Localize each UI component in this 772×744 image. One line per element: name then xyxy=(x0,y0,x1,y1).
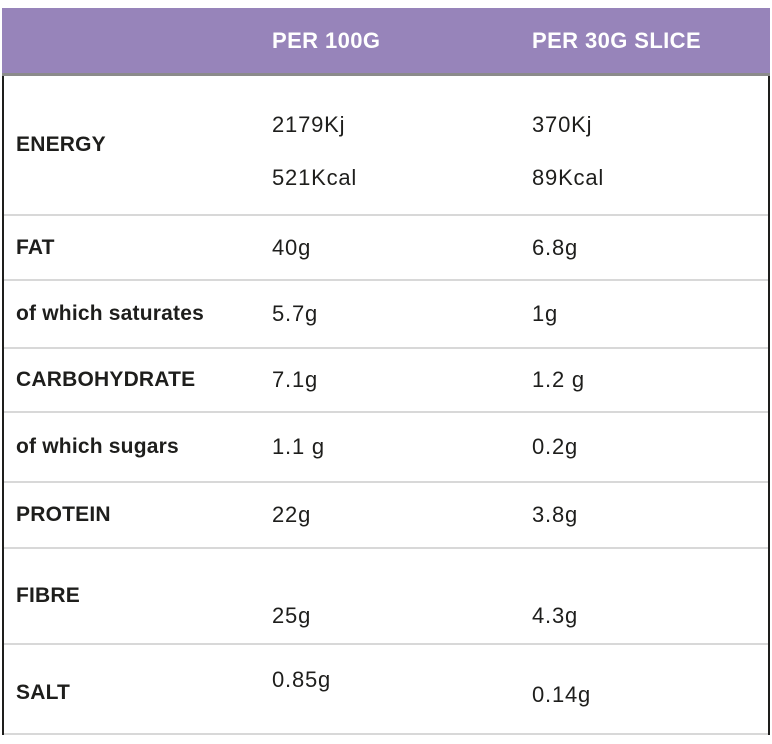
table-body: ENERGY 2179Kj 521Kcal 370Kj 89Kcal FAT 4… xyxy=(2,76,770,735)
fibre-per-100g: 25g xyxy=(272,603,312,628)
sugars-per-100g: 1.1 g xyxy=(272,434,325,459)
row-label-sugars: of which sugars xyxy=(16,435,179,458)
row-label-energy: ENERGY xyxy=(16,133,106,156)
row-label-salt: SALT xyxy=(16,681,71,704)
table-row-energy: ENERGY 2179Kj 521Kcal 370Kj 89Kcal xyxy=(4,76,768,216)
fat-per-30g: 6.8g xyxy=(532,234,579,260)
carbohydrate-per-30g: 1.2 g xyxy=(532,367,585,392)
energy-per-30g-kcal: 89Kcal xyxy=(532,164,605,190)
table-row-carbohydrate: CARBOHYDRATE 7.1g 1.2 g xyxy=(4,349,768,413)
table-header-row: PER 100G PER 30G SLICE xyxy=(2,8,770,76)
energy-per-100g-stack: 2179Kj 521Kcal xyxy=(272,112,532,191)
header-cell-per-100g: PER 100G xyxy=(272,27,381,53)
header-cell-per-30g-slice: PER 30G SLICE xyxy=(532,27,702,53)
energy-per-100g-kj: 2179Kj xyxy=(272,111,346,137)
table-row-protein: PROTEIN 22g 3.8g xyxy=(4,483,768,549)
energy-per-30g: 370Kj 89Kcal xyxy=(532,106,768,190)
table-row-fat: FAT 40g 6.8g xyxy=(4,216,768,281)
row-label-saturates: of which saturates xyxy=(16,302,204,325)
saturates-per-100g: 5.7g xyxy=(272,301,319,326)
fat-per-100g: 40g xyxy=(272,234,312,260)
row-label-carbohydrate: CARBOHYDRATE xyxy=(16,368,196,391)
table-row-sugars: of which sugars 1.1 g 0.2g xyxy=(4,413,768,483)
salt-per-30g: 0.14g xyxy=(532,682,592,707)
nutrition-table: PER 100G PER 30G SLICE ENERGY 2179Kj 521… xyxy=(2,8,770,735)
saturates-per-30g: 1g xyxy=(532,301,559,326)
protein-per-30g: 3.8g xyxy=(532,502,579,527)
energy-per-100g-kcal: 521Kcal xyxy=(272,164,358,190)
energy-per-30g-kj: 370Kj xyxy=(532,111,593,137)
carbohydrate-per-100g: 7.1g xyxy=(272,367,319,392)
energy-per-100g: 2179Kj 521Kcal xyxy=(272,106,532,190)
table-row-salt: SALT 0.85g 0.14g xyxy=(4,645,768,735)
row-label-fibre: FIBRE xyxy=(16,584,80,607)
row-label-protein: PROTEIN xyxy=(16,503,111,526)
fibre-per-30g: 4.3g xyxy=(532,603,579,628)
energy-per-30g-stack: 370Kj 89Kcal xyxy=(532,112,768,191)
table-row-saturates: of which saturates 5.7g 1g xyxy=(4,281,768,349)
row-label-fat: FAT xyxy=(16,235,55,259)
protein-per-100g: 22g xyxy=(272,502,312,527)
sugars-per-30g: 0.2g xyxy=(532,434,579,459)
salt-per-100g: 0.85g xyxy=(272,667,332,692)
table-row-fibre: FIBRE 25g 4.3g xyxy=(4,549,768,645)
